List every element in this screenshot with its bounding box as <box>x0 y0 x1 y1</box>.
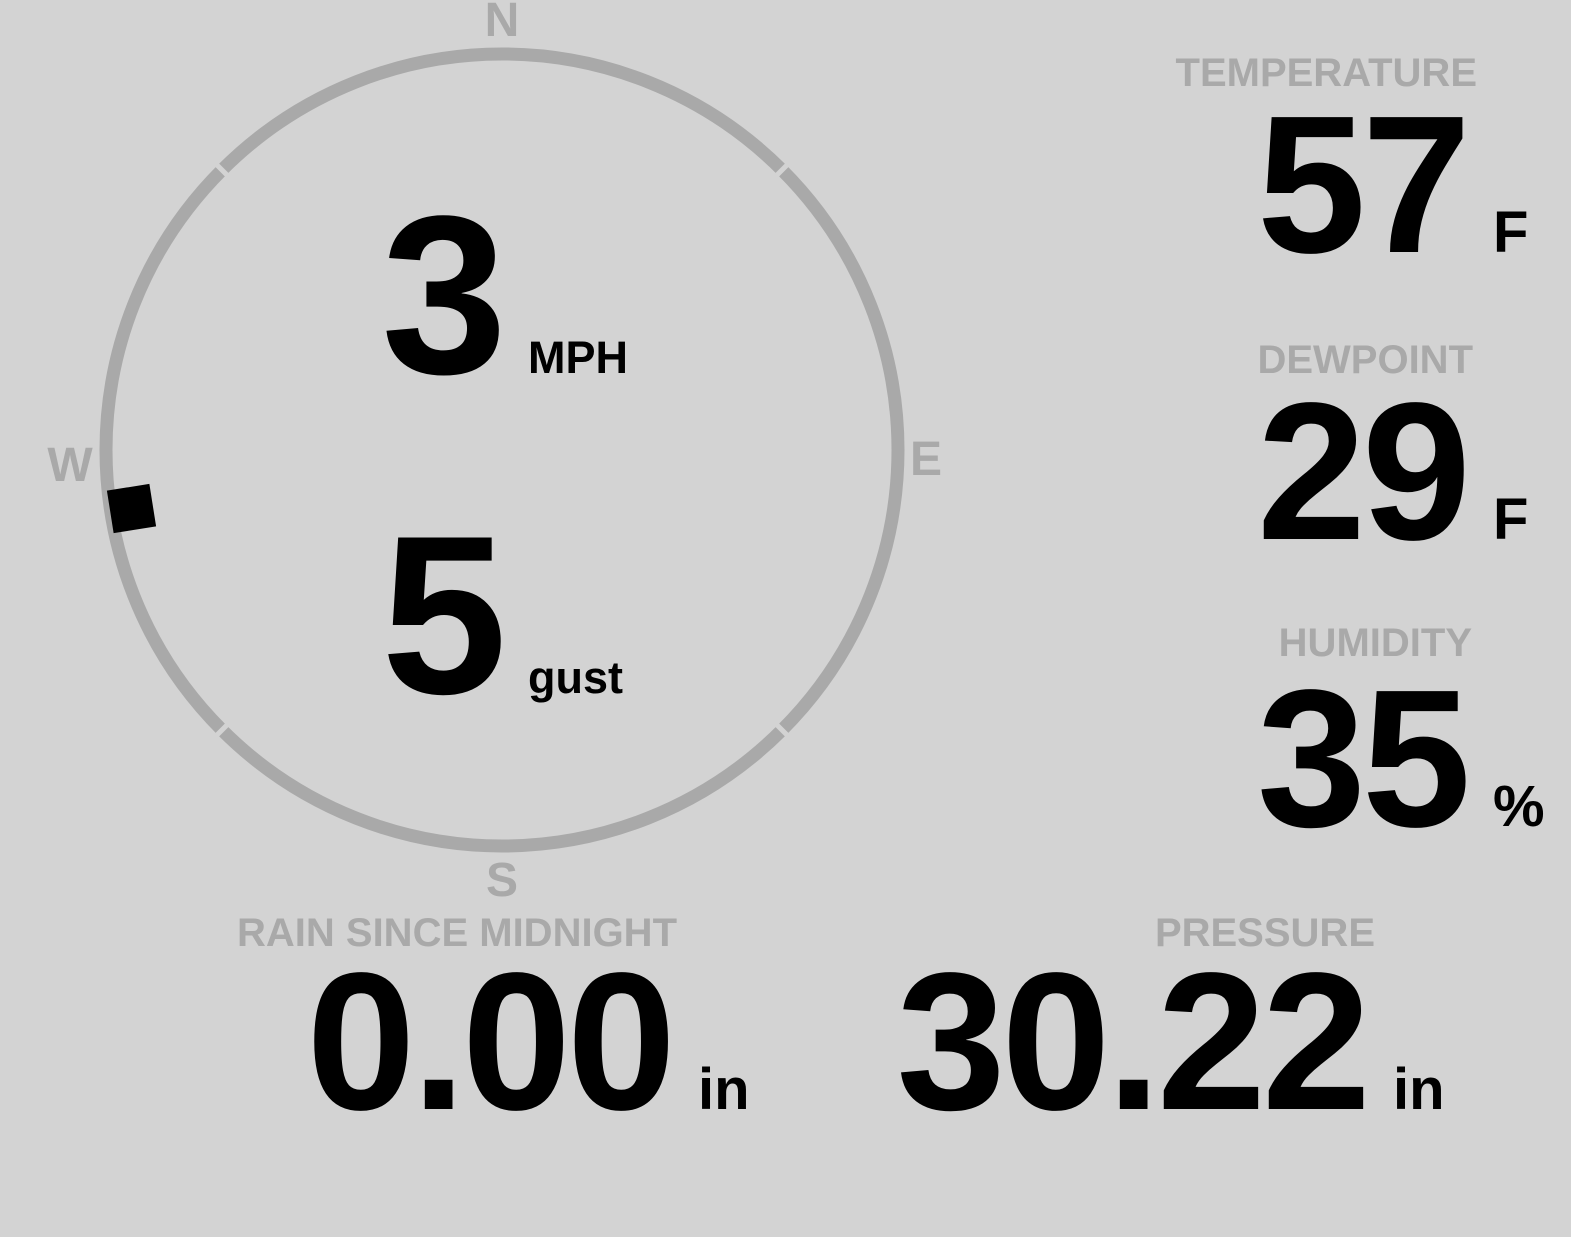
wind-direction-indicator <box>107 484 157 534</box>
compass-notch-sw <box>208 716 236 744</box>
compass-ring <box>99 47 905 853</box>
humidity-unit: % <box>1493 774 1545 839</box>
pressure-value: 30.22 <box>896 932 1371 1151</box>
pressure-unit: in <box>1393 1057 1445 1122</box>
wind-speed-value: 3 <box>381 168 507 421</box>
compass-notch-nw <box>208 156 236 184</box>
rain-value: 0.00 <box>306 932 676 1151</box>
compass-label-north: N <box>484 0 520 47</box>
wind-gust: 5 gust <box>381 502 623 728</box>
wind-gust-value: 5 <box>381 488 507 741</box>
pressure-reading: 30.22 in <box>897 944 1445 1140</box>
wind-speed: 3 MPH <box>381 182 628 408</box>
dewpoint-unit: F <box>1493 487 1529 552</box>
temperature-label: TEMPERATURE <box>1175 51 1477 95</box>
dewpoint-value: 29 <box>1256 362 1471 581</box>
compass-notch-se <box>768 716 796 744</box>
rain-label: RAIN SINCE MIDNIGHT <box>237 911 677 955</box>
rain-unit: in <box>698 1057 750 1122</box>
compass-notch-ne <box>768 156 796 184</box>
compass-label-east: E <box>909 433 943 486</box>
compass-circle <box>99 47 905 853</box>
temperature-reading: 57 F <box>1257 87 1528 283</box>
humidity-reading: 35% <box>1257 661 1545 857</box>
pressure-label: PRESSURE <box>1154 911 1375 955</box>
wind-speed-unit: MPH <box>528 332 628 383</box>
rain-reading: 0.00 in <box>307 944 750 1140</box>
temperature-value: 57 <box>1256 75 1471 294</box>
wind-gust-unit: gust <box>528 652 623 703</box>
compass-label-south: S <box>485 854 519 907</box>
humidity-label: HUMIDITY <box>1278 621 1472 665</box>
dewpoint-label: DEWPOINT <box>1257 338 1473 382</box>
humidity-value: 35 <box>1256 649 1471 868</box>
compass-label-west: W <box>47 439 93 492</box>
temperature-unit: F <box>1493 200 1529 265</box>
dewpoint-reading: 29 F <box>1257 374 1528 570</box>
